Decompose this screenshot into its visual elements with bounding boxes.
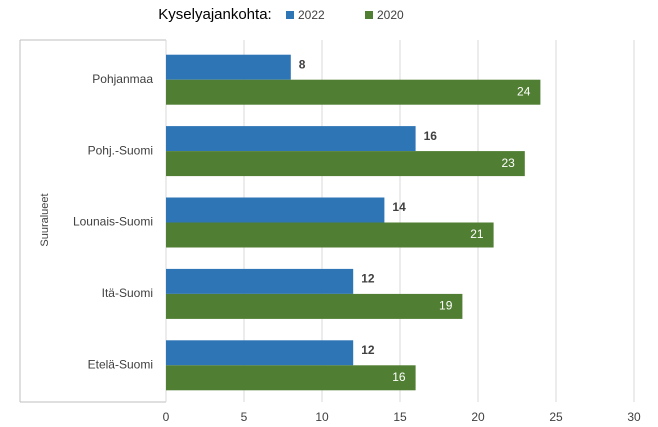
y-tick-label: Pohj.-Suomi	[88, 143, 153, 157]
x-tick-label: 10	[315, 410, 329, 424]
data-label: 8	[299, 57, 306, 71]
data-label: 24	[517, 84, 531, 98]
data-label: 16	[424, 129, 438, 143]
x-tick-label: 15	[393, 410, 407, 424]
bar	[166, 340, 354, 366]
bar	[166, 54, 291, 80]
bar	[166, 79, 541, 105]
x-tick-label: 5	[241, 410, 248, 424]
legend-swatch	[286, 11, 294, 19]
bar	[166, 293, 463, 319]
data-label: 19	[439, 299, 453, 313]
legend-title: Kyselyajankohta:	[158, 6, 271, 23]
data-label: 16	[392, 370, 406, 384]
bar	[166, 365, 416, 391]
x-tick-label: 25	[549, 410, 563, 424]
data-label: 12	[361, 343, 375, 357]
y-tick-label: Pohjanmaa	[92, 72, 153, 86]
bar	[166, 126, 416, 152]
bar	[166, 197, 385, 223]
legend-label: 2020	[377, 8, 404, 22]
data-label: 12	[361, 272, 375, 286]
bar	[166, 222, 494, 248]
data-label: 21	[470, 227, 484, 241]
y-tick-label: Lounais-Suomi	[73, 215, 153, 229]
data-label: 23	[501, 156, 515, 170]
y-tick-label: Etelä-Suomi	[88, 357, 153, 371]
legend-label: 2022	[298, 8, 325, 22]
legend-swatch	[365, 11, 373, 19]
data-label: 14	[392, 200, 406, 214]
x-tick-label: 30	[627, 410, 641, 424]
bar	[166, 268, 354, 294]
bar	[166, 151, 525, 177]
y-axis-title: Suuralueet	[39, 193, 51, 246]
y-tick-label: Itä-Suomi	[102, 286, 153, 300]
x-tick-label: 20	[471, 410, 485, 424]
x-tick-label: 0	[163, 410, 170, 424]
